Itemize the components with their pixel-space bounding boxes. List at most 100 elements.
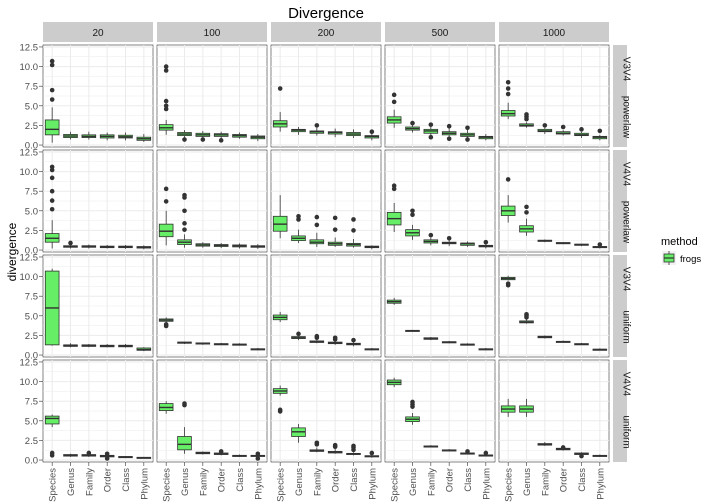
y-tick-label: 0.0 [25,351,38,362]
box-outlier [505,91,511,97]
y-tick-label: 12.5 [20,357,39,368]
panel-0-1 [156,44,268,148]
y-tick-label: 12.5 [20,147,39,158]
x-tick-label: Family [426,468,437,496]
y-tick-label: 0.0 [25,246,38,257]
box-outlier [314,123,320,128]
x-tick-label: Family [540,468,551,496]
box-outlier [465,137,470,142]
box-outlier [86,450,92,456]
panel-3-1: Species Genus Family Order Class Phylum [156,359,268,502]
box-outlier [332,442,338,448]
box-outlier [369,129,375,134]
panel-3-2: Species Genus Family Order Class Phylum [270,359,382,502]
row-strip-label-distribution: powerlaw [621,96,632,139]
x-tick-label: Genus [294,468,305,496]
box-outlier [163,322,169,327]
y-tick-label: 12.5 [20,252,39,263]
box-outlier [505,86,511,91]
box-outlier [182,137,187,142]
box-outlier [314,440,320,446]
box-outlier [524,210,529,215]
box-outlier [182,401,187,406]
box-outlier [410,399,415,405]
box-outlier [218,138,224,143]
row-strip-2 [613,255,627,357]
box-outlier [332,215,338,221]
panel-2-2 [270,254,382,358]
box-outlier [524,112,529,117]
box-outlier [351,443,356,449]
x-tick-label: Species [48,468,59,502]
box-outlier [579,453,584,459]
box-outlier [597,128,603,134]
y-tick-label: 0.0 [25,456,38,467]
panel-2-4 [498,254,610,358]
box-outlier [332,335,338,341]
col-strip-20 [43,22,153,42]
y-tick-label: 5.0 [25,416,38,427]
x-tick-label: Species [276,468,287,502]
box-Species [44,119,60,136]
box-outlier [560,445,566,450]
x-tick-label: Phylum [481,468,492,500]
x-tick-label: Family [198,468,209,496]
panel-0-4 [498,44,610,148]
box-outlier [351,228,356,233]
box-outlier [597,242,603,247]
box-outlier [410,120,415,126]
y-tick-label: 10.0 [20,167,39,178]
box-outlier [579,127,584,132]
x-tick-label: Family [84,468,95,496]
col-strip-100 [157,22,267,42]
x-tick-label: Genus [522,468,533,496]
y-tick-label: 10.0 [20,62,39,73]
box-outlier [351,217,356,222]
row-strip-label-distribution: uniform [621,310,632,343]
y-tick-label: 2.5 [25,121,38,132]
col-strip-1000 [499,22,609,42]
row-strip-label-region: V3V4 [621,57,632,82]
box-outlier [314,222,320,228]
y-tick-label: 7.5 [25,397,38,408]
panel-2-3 [384,254,496,358]
box-outlier [163,68,169,73]
box-outlier [182,208,187,214]
box-outlier [524,311,529,317]
y-tick-label: 7.5 [25,187,38,198]
box-outlier [505,79,511,85]
box-outlier [410,212,415,218]
box-outlier [163,103,169,109]
box-outlier [332,227,338,232]
box-outlier [200,137,206,142]
box-outlier [505,177,511,182]
col-strip-label: 1000 [543,28,566,39]
box-outlier [104,456,110,461]
box-outlier [277,407,283,413]
legend-label: frogs [680,254,701,265]
box-outlier [314,333,320,339]
x-tick-label: Family [312,468,323,496]
y-tick-label: 7.5 [25,82,38,93]
box-outlier [410,208,415,214]
box-outlier [163,64,169,69]
x-tick-label: Species [504,468,515,502]
x-tick-label: Phylum [367,468,378,500]
panel-3-0: Species Genus Family Order Class Phylum [42,359,154,502]
box-outlier [49,175,55,181]
x-tick-label: Genus [66,468,77,496]
chart-title: Divergence [288,5,364,22]
box-outlier [542,123,548,128]
box-outlier [255,451,261,457]
y-tick-label: 2.5 [25,226,38,237]
y-tick-label: 7.5 [25,292,38,303]
box-outlier [428,232,434,238]
panel-1-4 [498,149,610,253]
panel-3-4: Species Genus Family Order Class Phylum [498,359,610,502]
box-Species [158,223,174,238]
x-tick-label: Order [559,468,570,492]
box-outlier [49,450,55,456]
col-strip-label: 200 [318,28,335,39]
x-tick-label: Class [463,468,474,492]
x-tick-label: Phylum [595,468,606,500]
